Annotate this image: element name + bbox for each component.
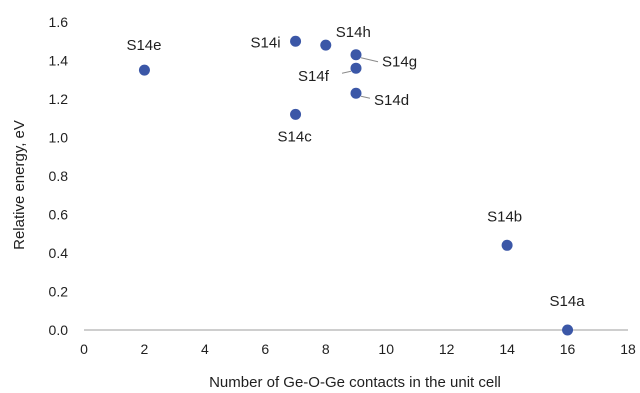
x-tick-label: 18 (620, 341, 636, 357)
leader-line (360, 57, 379, 63)
point-label-s14g: S14g (382, 54, 417, 71)
data-point-s14b (501, 239, 513, 251)
tick-labels: 0 2 4 6 8 10 12 14 16 18 0.0 0.2 0.4 0.6 0.8 1.0 1.2 1.4 1… (49, 14, 636, 357)
data-point-s14d (350, 87, 362, 99)
point-label-s14f: S14f (298, 68, 330, 85)
point-label-s14i: S14i (251, 34, 281, 51)
x-tick-label: 0 (80, 341, 88, 357)
y-tick-label: 1.4 (49, 53, 69, 69)
x-tick-label: 4 (201, 341, 209, 357)
x-tick-label: 8 (322, 341, 330, 357)
y-tick-label: 1.0 (49, 130, 69, 146)
y-axis-title: Relative energy, eV (11, 120, 28, 250)
x-tick-label: 10 (378, 341, 394, 357)
point-labels: S14a S14b S14c S14d S14e S14f S14g S14h S14i (126, 24, 585, 310)
leader-lines (341, 57, 379, 99)
x-axis-title: Number of Ge-O-Ge contacts in the unit c… (209, 374, 501, 391)
y-tick-label: 0.6 (49, 207, 69, 223)
x-tick-label: 6 (261, 341, 269, 357)
leader-line (341, 70, 352, 74)
y-tick-label: 0.8 (49, 168, 69, 184)
data-points (138, 35, 574, 336)
x-tick-label: 14 (499, 341, 515, 357)
x-tick-label: 16 (560, 341, 576, 357)
data-point-s14c (290, 108, 302, 120)
x-tick-label: 12 (439, 341, 455, 357)
data-point-s14g (350, 49, 362, 61)
data-point-s14e (138, 64, 150, 76)
data-point-s14f (350, 62, 362, 74)
point-label-s14a: S14a (550, 293, 586, 310)
data-point-s14i (290, 35, 302, 47)
point-label-s14d: S14d (374, 92, 409, 109)
point-label-s14c: S14c (278, 128, 313, 145)
x-tick-label: 2 (141, 341, 149, 357)
point-label-s14b: S14b (487, 208, 522, 225)
data-point-s14a (562, 324, 574, 336)
point-label-s14e: S14e (126, 37, 161, 54)
data-point-s14h (320, 39, 332, 51)
y-tick-label: 1.2 (49, 91, 69, 107)
y-tick-label: 0.2 (49, 284, 69, 300)
y-tick-label: 0.4 (49, 245, 69, 261)
point-label-s14h: S14h (336, 24, 371, 41)
y-tick-label: 0.0 (49, 322, 69, 338)
y-tick-label: 1.6 (49, 14, 69, 30)
leader-line (360, 95, 371, 99)
